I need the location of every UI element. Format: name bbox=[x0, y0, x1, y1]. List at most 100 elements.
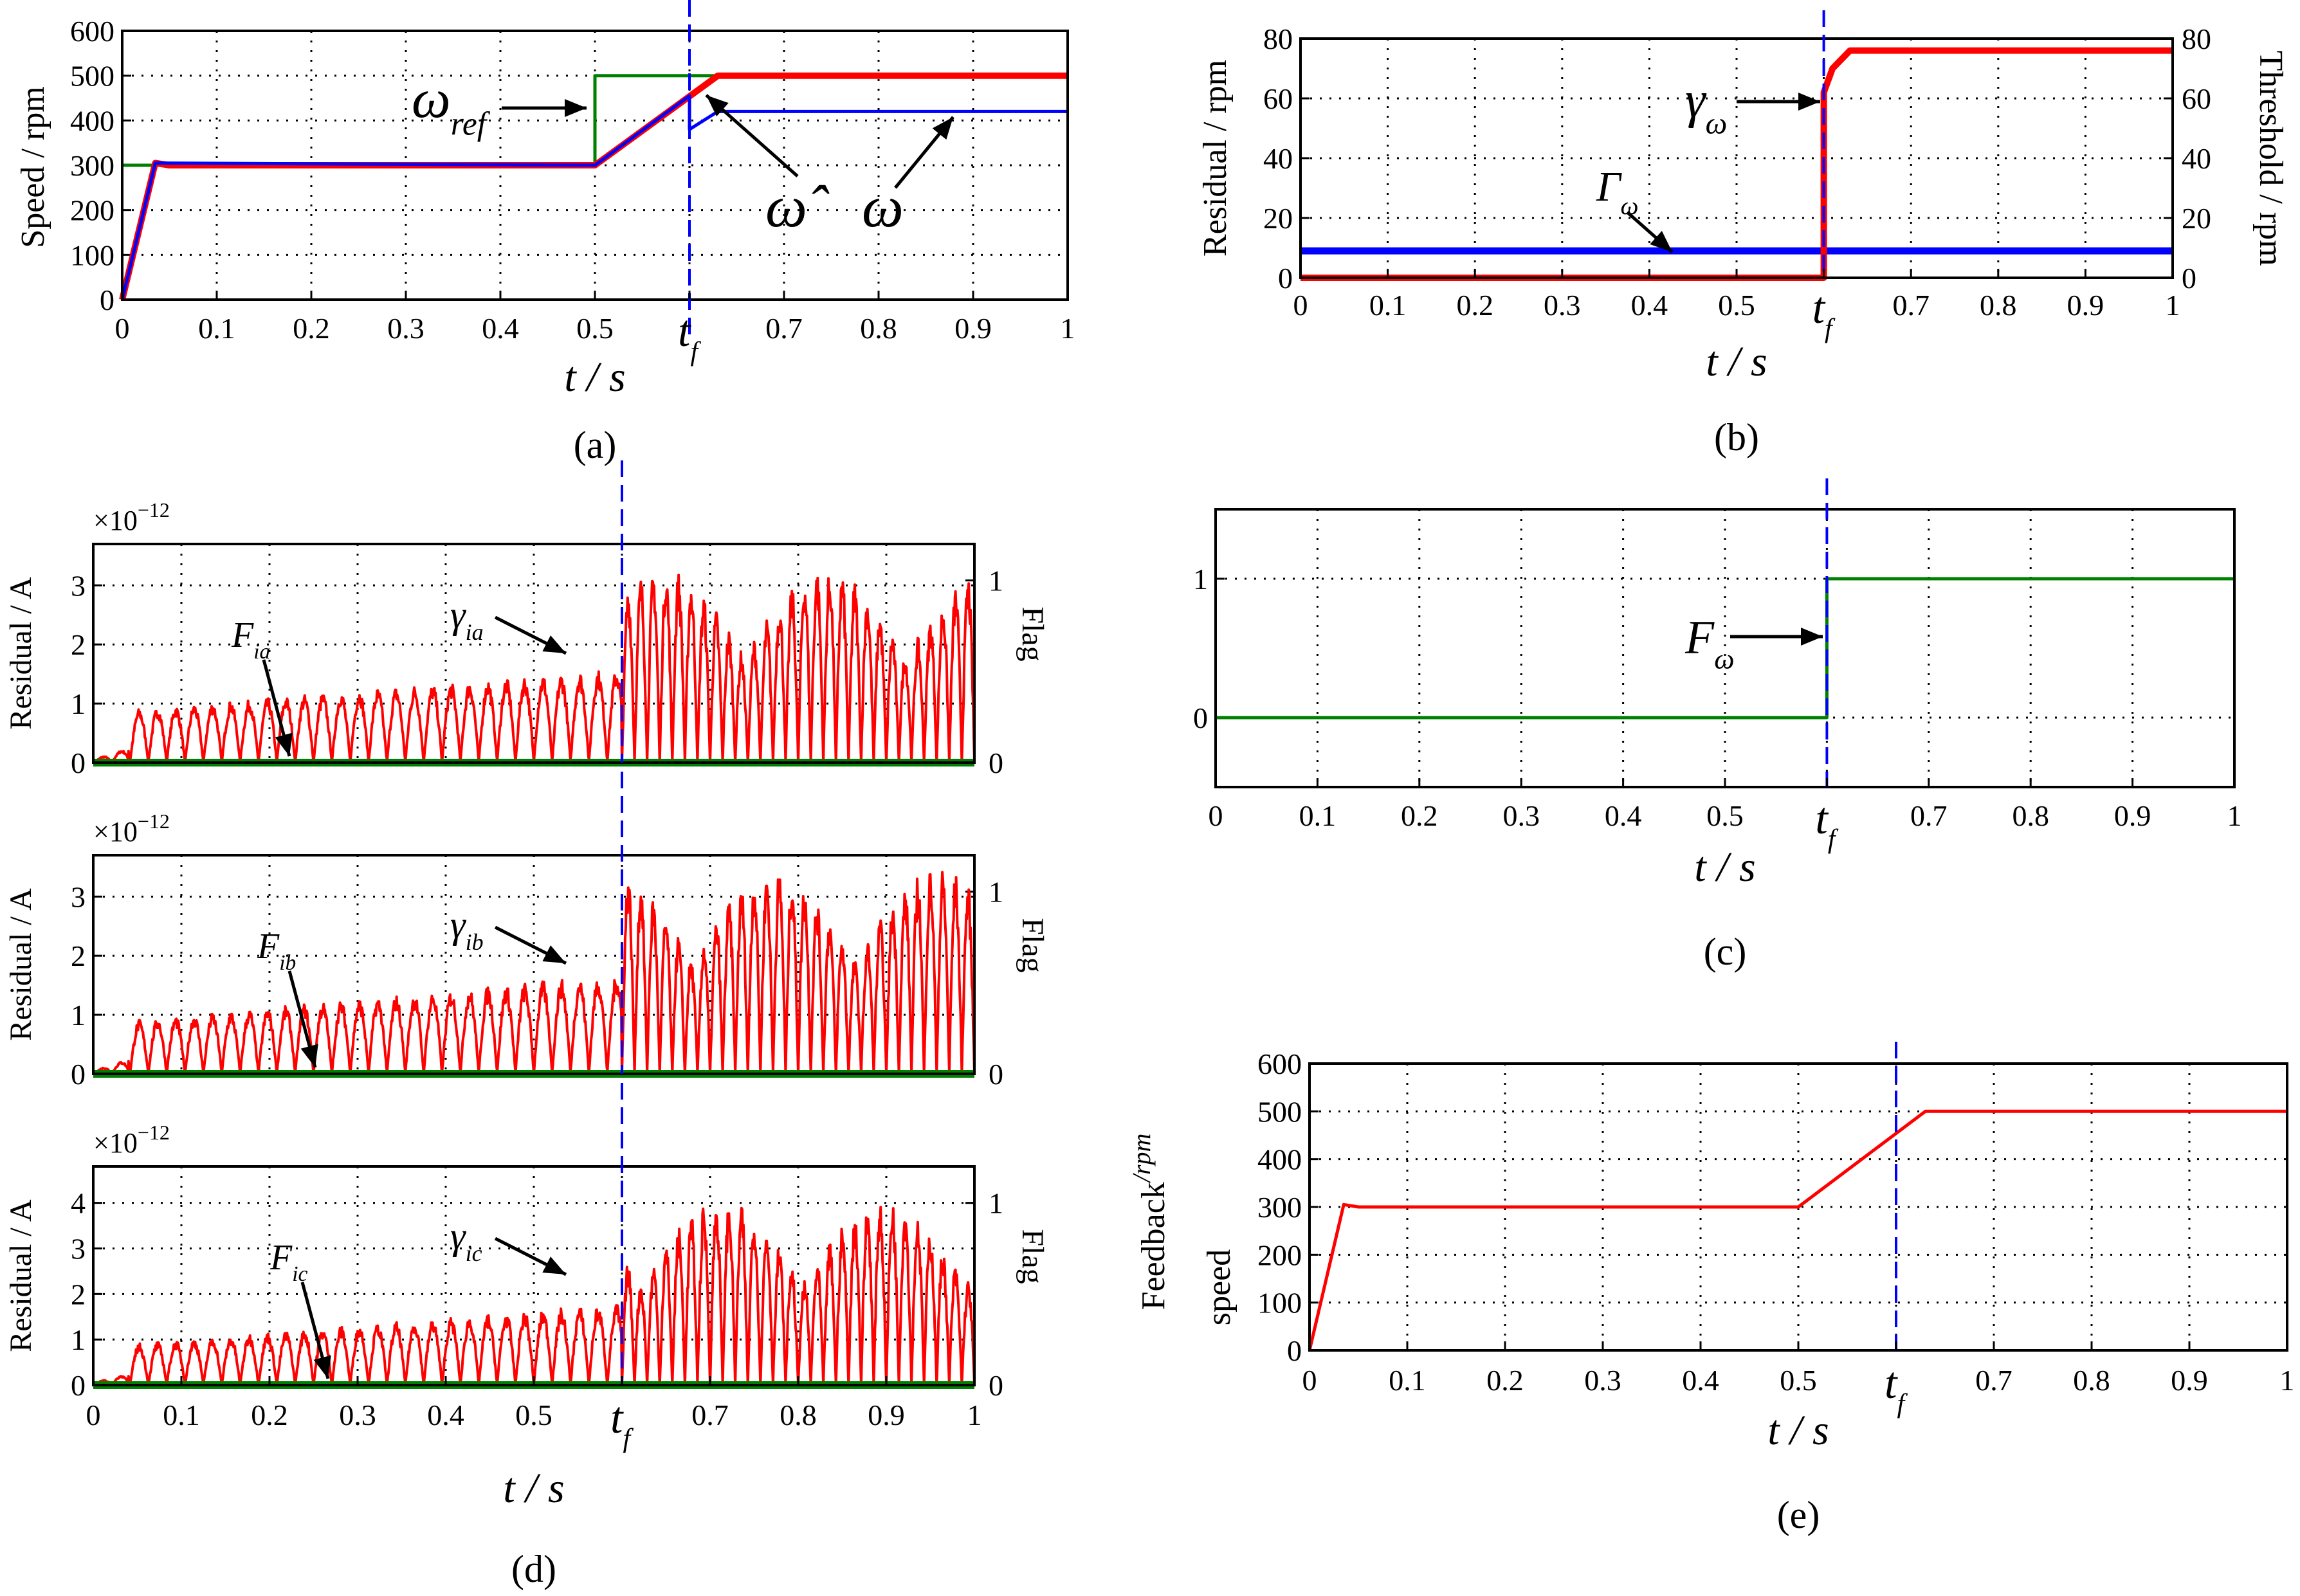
y-tick-label: 0 bbox=[1193, 702, 1208, 734]
annotation-omega-hat-main: ω̂ bbox=[765, 174, 830, 239]
x-tick-label: 0.8 bbox=[860, 312, 897, 345]
arrow-residual-ic bbox=[494, 1237, 567, 1276]
arrow-Gamma-omega-head bbox=[1650, 230, 1672, 252]
series-line-residual-ic bbox=[93, 1206, 976, 1386]
annotation-gamma-omega: γω bbox=[1685, 72, 1727, 141]
x-tick-label: 0.9 bbox=[868, 1399, 905, 1431]
x-tick-label: 0.7 bbox=[691, 1399, 729, 1431]
x-tick-label: 0.7 bbox=[1975, 1364, 2013, 1397]
x-tick-label: 0.3 bbox=[1584, 1364, 1621, 1397]
x-tick-label: 0.7 bbox=[1910, 799, 1948, 832]
y-tick-label: 40 bbox=[1263, 142, 1293, 175]
y-tick-label: 0 bbox=[100, 284, 114, 316]
annotation-residual-ib: γib bbox=[450, 903, 484, 955]
annotation-omega-ref: ωref bbox=[412, 68, 491, 143]
arrow-F-omega bbox=[1730, 628, 1823, 646]
annotation-residual-ib-main: γ bbox=[450, 903, 466, 946]
y-tick-label: 400 bbox=[70, 104, 114, 137]
tf-label-main: t bbox=[1885, 1359, 1898, 1408]
grid-lines bbox=[1301, 39, 2173, 278]
arrow-omega-head bbox=[932, 117, 953, 140]
panel-label: (b) bbox=[1714, 416, 1759, 458]
arrow-residual-ib bbox=[494, 925, 567, 965]
arrow-gamma-omega-head bbox=[1798, 93, 1820, 111]
annotation-F-omega-main: F bbox=[1684, 612, 1715, 664]
x-tick-label: 0.4 bbox=[1605, 799, 1642, 832]
y-tick-label: 1 bbox=[71, 999, 86, 1031]
arrow-flag-ib-head bbox=[300, 1044, 318, 1067]
y-tick-label: 80 bbox=[2182, 23, 2211, 55]
tf-label-main: t bbox=[1812, 284, 1826, 333]
x-tick-label: 0.9 bbox=[2171, 1364, 2208, 1397]
arrow-omega-hat bbox=[705, 94, 799, 177]
y-tick-label: 100 bbox=[70, 239, 114, 271]
x-axis-label: t / s bbox=[1694, 844, 1755, 891]
arrow-residual-ib-head bbox=[542, 945, 566, 963]
x-tick-label: 0.7 bbox=[765, 312, 803, 345]
annotation-omega-hat: ω̂ bbox=[765, 174, 830, 239]
x-tick-label: 1 bbox=[967, 1399, 982, 1431]
tf-label: tf bbox=[1815, 794, 1838, 854]
annotation-residual-ia-main: γ bbox=[450, 594, 466, 636]
x-axis-label: t / s bbox=[1706, 338, 1767, 385]
x-tick-label: 0.2 bbox=[293, 312, 330, 345]
arrow-flag-ic-head bbox=[313, 1355, 331, 1379]
x-tick-label: 0.5 bbox=[1780, 1364, 1817, 1397]
chart-panel-e: 0 100 200 300 400 500 600 0 0.1 0.2 0.3 0.4 0.5 tf 0.7… bbox=[1257, 1042, 2295, 1419]
tf-label-sub: f bbox=[1825, 314, 1836, 343]
panel-label: (a) bbox=[574, 424, 617, 466]
arrow-F-omega-head bbox=[1801, 628, 1823, 646]
panel-label: (d) bbox=[511, 1548, 556, 1590]
x-tick-label: 0.9 bbox=[2114, 799, 2151, 832]
x-tick-label: 0.1 bbox=[1369, 289, 1407, 322]
x-tick-label: 0.8 bbox=[2012, 799, 2049, 832]
exponent-power: −12 bbox=[138, 810, 170, 833]
tf-label-sub: f bbox=[623, 1424, 634, 1453]
panel-label: (e) bbox=[1777, 1494, 1820, 1536]
y-tick-label: 100 bbox=[1257, 1287, 1302, 1319]
y-tick-label: 1 bbox=[71, 1323, 86, 1356]
annotation-flag-ib-sub: ib bbox=[279, 951, 296, 975]
x-tick-label: 0.5 bbox=[1718, 289, 1755, 322]
y-tick-label: 0 bbox=[2182, 262, 2196, 295]
arrow-flag-ib bbox=[288, 970, 318, 1068]
annotation-Gamma-omega-main: Γ bbox=[1596, 163, 1622, 210]
annotation-flag-ib-main: F bbox=[257, 927, 280, 966]
annotation-residual-ia: γia bbox=[450, 594, 484, 645]
annotation-flag-ib: Fib bbox=[257, 927, 296, 975]
y-axis-label: Residual / A bbox=[4, 888, 38, 1041]
annotation-F-omega: Fω bbox=[1684, 612, 1735, 675]
annotation-residual-ib-sub: ib bbox=[466, 929, 484, 955]
y-axis-label-right: Flag bbox=[1016, 1229, 1050, 1283]
y-tick-label: 500 bbox=[70, 60, 114, 93]
x-tick-label: 0.4 bbox=[1682, 1364, 1719, 1397]
y-tick-label: 300 bbox=[1257, 1191, 1302, 1224]
x-tick-label: 0.2 bbox=[1456, 289, 1493, 322]
y-tick-label-right: 0 bbox=[989, 1369, 1003, 1402]
y-axis-label-right: Flag bbox=[1016, 918, 1050, 972]
y-axis-label-second: speed bbox=[1201, 1249, 1237, 1325]
y-tick-label: 200 bbox=[70, 194, 114, 227]
x-tick-label: 0.8 bbox=[1980, 289, 2017, 322]
y-axis-label: Feedback/rpm bbox=[1127, 1134, 1172, 1310]
panel-label: (c) bbox=[1704, 930, 1747, 973]
y-axis-label-right: Threshold / rpm bbox=[2252, 50, 2289, 266]
arrow-residual-ia-head bbox=[542, 635, 566, 653]
y-tick-label: 3 bbox=[71, 880, 86, 913]
tf-label-sub: f bbox=[1897, 1389, 1908, 1419]
arrow-omega bbox=[894, 116, 954, 189]
y-tick-label: 600 bbox=[1257, 1047, 1302, 1080]
arrow-residual-ic-head bbox=[542, 1256, 566, 1274]
y-tick-label: 20 bbox=[1263, 202, 1293, 235]
y-tick-label: 3 bbox=[71, 1233, 86, 1265]
y-tick-label: 80 bbox=[1263, 23, 1293, 55]
x-tick-label: 0.4 bbox=[482, 312, 519, 345]
tf-label-main: t bbox=[678, 307, 691, 356]
x-tick-label: 0.5 bbox=[1706, 799, 1744, 832]
annotation-flag-ia-main: F bbox=[231, 615, 254, 655]
y-tick-label-right: 1 bbox=[989, 565, 1003, 597]
chart-panel-a: 0 100 200 300 400 500 600 0 0.1 0.2 0.3 0.4 0.5 tf 0.7… bbox=[70, 0, 1075, 367]
x-tick-label: 0.4 bbox=[1631, 289, 1668, 322]
y-tick-label: 20 bbox=[2182, 202, 2211, 235]
